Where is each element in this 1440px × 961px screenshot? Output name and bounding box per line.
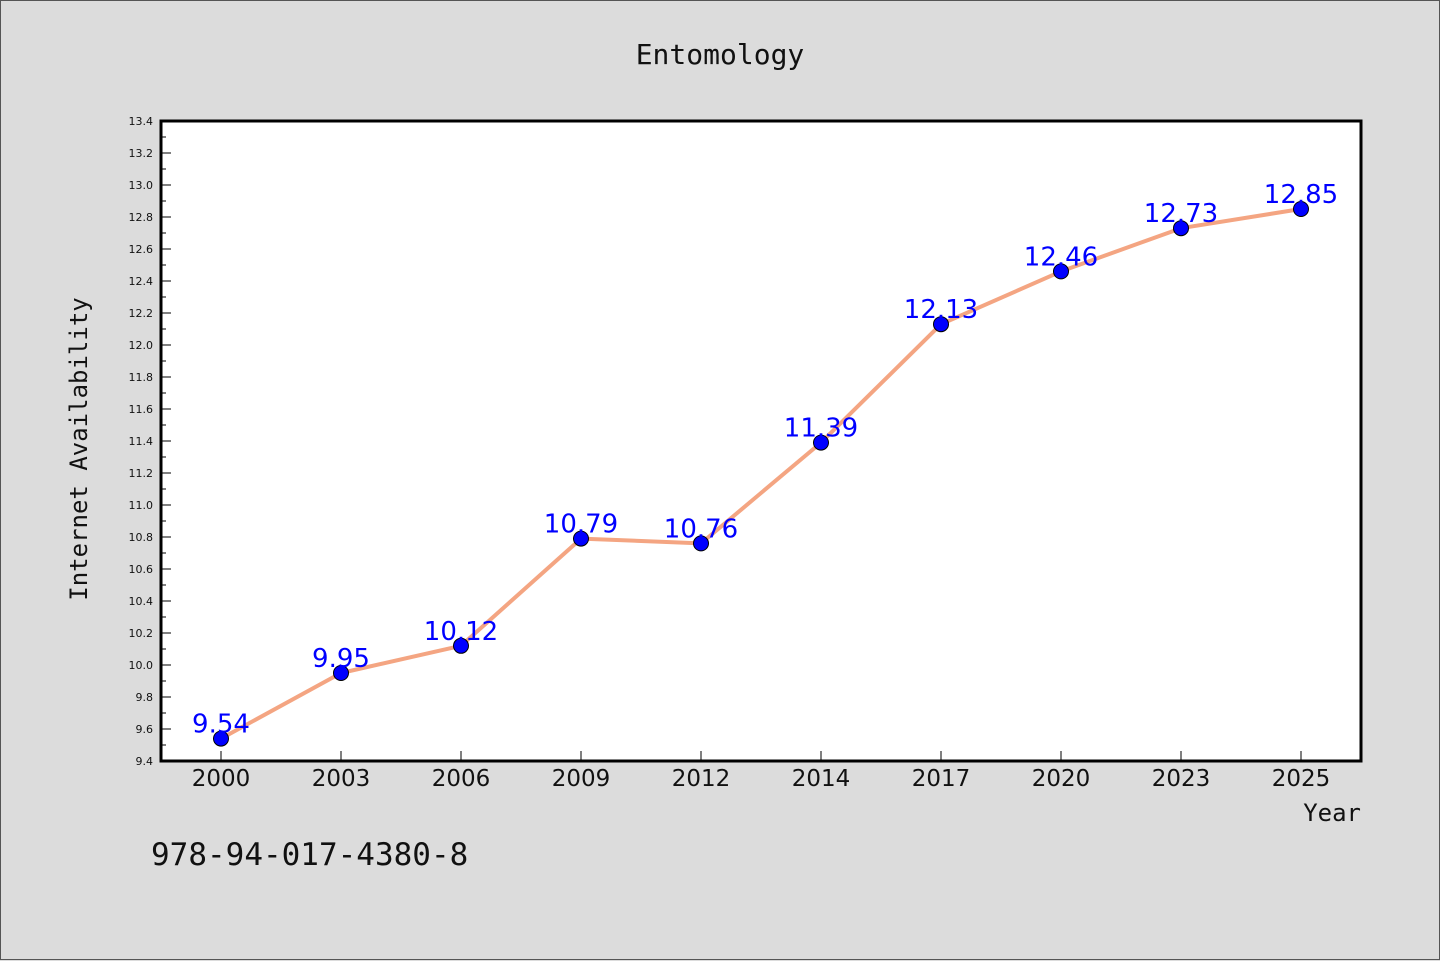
data-point	[1053, 263, 1069, 280]
data-label: 9.54	[192, 710, 250, 740]
x-tick-label: 2017	[912, 766, 971, 792]
x-axis-label: Year	[1303, 799, 1361, 827]
y-tick-label: 11.2	[129, 467, 154, 480]
y-tick-label: 12.4	[129, 275, 154, 288]
plot-border	[159, 119, 1363, 763]
x-tick-label: 2009	[552, 766, 611, 792]
data-point	[453, 637, 469, 654]
data-point	[1173, 220, 1189, 237]
data-label: 10.79	[544, 510, 618, 540]
data-point	[573, 530, 589, 547]
data-label: 10.12	[424, 617, 498, 647]
y-tick-label: 10.0	[129, 659, 154, 672]
data-point	[933, 316, 949, 333]
data-labels: 9.54 9.95 10.12 10.79 10.76 11.39 12.13 12.46 12…	[192, 180, 1338, 740]
data-point	[333, 665, 349, 681]
y-tick-label: 12.2	[129, 307, 154, 320]
y-tick-label: 11.6	[129, 403, 154, 416]
data-label: 12.13	[904, 295, 978, 325]
data-label: 12.73	[1144, 199, 1218, 229]
y-tick-label: 13.0	[129, 179, 154, 192]
y-tick-label: 10.6	[129, 563, 154, 576]
y-tick-label: 9.6	[136, 723, 154, 736]
y-tick-label: 9.8	[136, 691, 154, 704]
x-tick-label: 2020	[1032, 766, 1091, 792]
x-tick-label: 2014	[792, 766, 851, 792]
y-tick-label: 9.4	[136, 755, 154, 768]
data-label: 9.95	[312, 644, 370, 674]
series-markers	[213, 201, 1309, 747]
plot-area	[161, 121, 1361, 761]
y-tick-label: 12.0	[129, 339, 154, 352]
x-tick-label: 2003	[312, 766, 371, 792]
x-axis: 2000 2003 2006 2009 2012 2014 2017 2020 2023 2025	[192, 751, 1331, 792]
x-tick-label: 2012	[672, 766, 731, 792]
y-tick-label: 11.0	[129, 499, 154, 512]
data-label: 12.46	[1024, 242, 1098, 272]
isbn-footnote: 978-94-017-4380-8	[151, 837, 468, 873]
y-axis: 9.4 9.6 9.8 10.0 10.2 10.4 10.6 10.8 11.0 11.2 11.…	[129, 115, 171, 768]
y-tick-label: 10.4	[129, 595, 154, 608]
series-polyline	[219, 207, 1303, 741]
x-tick-label: 2000	[192, 766, 251, 792]
y-tick-label: 10.2	[129, 627, 154, 640]
x-tick-label: 2006	[432, 766, 491, 792]
data-label: 11.39	[784, 414, 858, 444]
y-tick-label: 11.8	[129, 371, 154, 384]
chart-title: Entomology	[636, 38, 805, 71]
x-tick-label: 2025	[1272, 766, 1331, 792]
data-point	[693, 535, 709, 552]
data-label: 12.85	[1264, 180, 1338, 210]
data-point	[1293, 201, 1309, 217]
y-tick-label: 10.8	[129, 531, 154, 544]
data-label: 10.76	[664, 514, 738, 544]
y-tick-label: 13.2	[129, 147, 154, 160]
data-point	[813, 434, 829, 451]
y-tick-label: 13.4	[129, 115, 154, 128]
y-tick-label: 12.8	[129, 211, 154, 224]
y-tick-label: 12.6	[129, 243, 154, 256]
y-axis-label: Internet Availability	[65, 297, 93, 600]
data-point	[213, 730, 229, 747]
y-tick-label: 11.4	[129, 435, 154, 448]
series-line	[219, 207, 1303, 741]
x-tick-label: 2023	[1152, 766, 1211, 792]
